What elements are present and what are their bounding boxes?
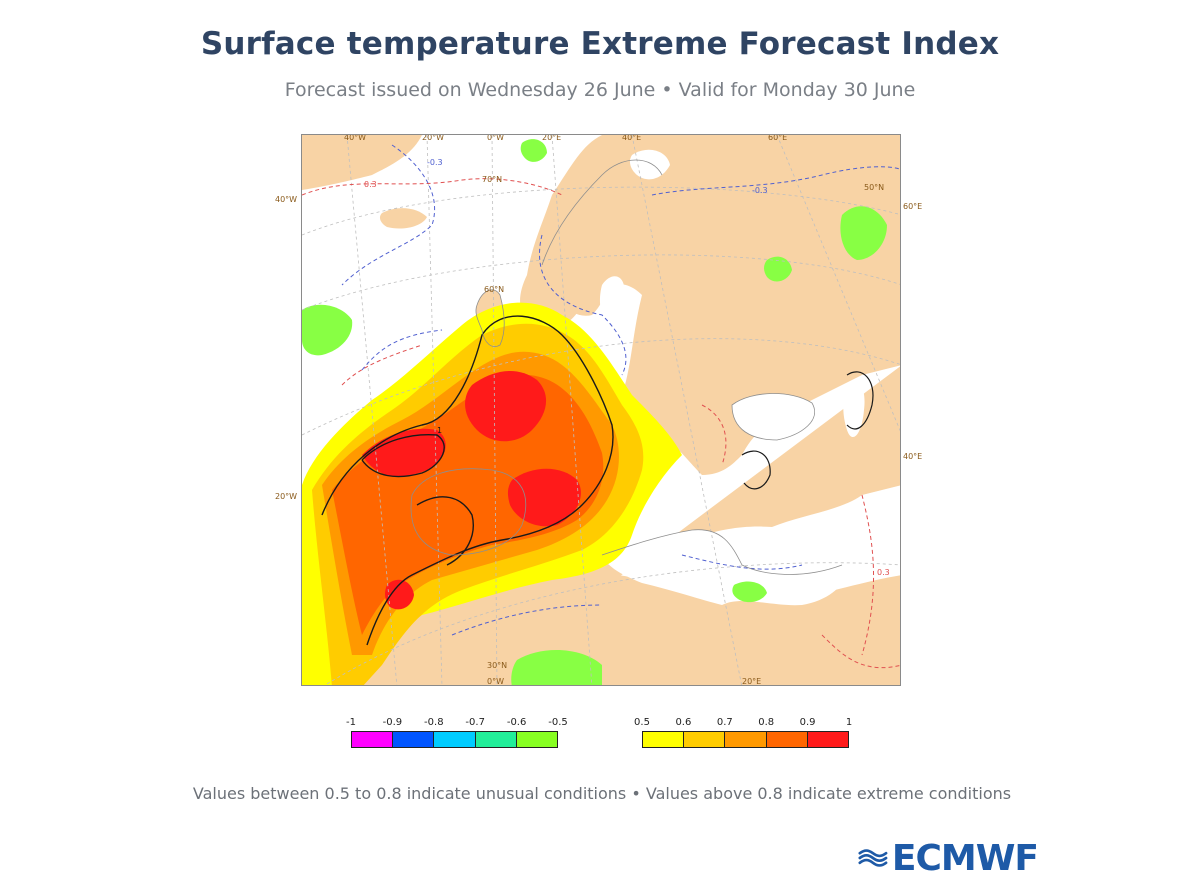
legend-swatch [516, 732, 558, 747]
legend-negative-bar [351, 731, 558, 748]
legend-swatch [352, 732, 394, 747]
graticule-label: 20°W [275, 492, 298, 501]
ecmwf-logo-text: ECMWF [891, 837, 1039, 879]
chart-title: Surface temperature Extreme Forecast Ind… [200, 26, 1000, 62]
legend-positive-ticks: 0.5 0.6 0.7 0.8 0.9 1 [634, 717, 853, 731]
legend-tick: 0.6 [675, 717, 692, 728]
graticule-label: 60°E [903, 202, 923, 211]
graticule-label: 60°E [768, 134, 788, 142]
efi-area-neg-atlantic [302, 304, 353, 356]
efi-area-0-9-italy [507, 468, 581, 527]
contour-label: 1 [437, 426, 442, 435]
legend-swatch [807, 732, 849, 747]
graticule-label: 40°E [622, 134, 642, 142]
efi-area-0-9-france [465, 370, 547, 442]
efi-area-neg-arctic [520, 139, 547, 162]
legend-tick: -0.6 [506, 717, 527, 728]
graticule-label: 30°N [487, 661, 508, 670]
legend-tick: 0.7 [716, 717, 733, 728]
legend-swatch [766, 732, 808, 747]
legend-swatch [643, 732, 685, 747]
coastlines [410, 159, 843, 575]
graticule-label: 50°N [864, 183, 885, 192]
graticule-label: 20°W [422, 134, 445, 142]
legend-swatch [393, 732, 435, 747]
legend-swatch [684, 732, 726, 747]
graticule-label: 70°N [482, 175, 503, 184]
land-iceland [379, 208, 427, 229]
land-scandinavia [542, 160, 662, 316]
land-greenland [302, 135, 422, 190]
contour-labels: 0.3 -0.3 -0.3 0.3 1 [364, 158, 890, 577]
legend-tick: -0.7 [465, 717, 485, 728]
efi-map-canvas: 0.3 -0.3 -0.3 0.3 1 [302, 135, 900, 685]
efi-area-0-9-atlantic [362, 428, 446, 477]
legend-swatch [434, 732, 476, 747]
efi-area-neg-libya [732, 581, 767, 603]
graticule-label: 20°E [542, 134, 562, 142]
legend-swatch [725, 732, 767, 747]
sea-caspian [843, 381, 865, 438]
graticule-label: 40°W [275, 195, 298, 204]
legend-negative: -1 -0.9 -0.8 -0.7 -0.6 -0.5 [346, 717, 568, 748]
contour-label: -0.3 [752, 186, 768, 195]
legend-tick: -0.9 [382, 717, 403, 728]
efi-area-0-9-africa [385, 579, 414, 610]
legend-swatch [475, 732, 517, 747]
legend-tick: -0.5 [548, 717, 568, 728]
legend-tick: 0.9 [799, 717, 816, 728]
graticule-label: 40°E [903, 452, 923, 461]
legend-negative-ticks: -1 -0.9 -0.8 -0.7 -0.6 -0.5 [346, 717, 568, 731]
sea-black [732, 393, 815, 440]
efi-area-neg-russia-small [764, 256, 792, 282]
legend-tick: -0.8 [424, 717, 444, 728]
contour-label: -0.3 [427, 158, 443, 167]
sea-baltic [599, 276, 625, 326]
efi-area-neg-russia [840, 206, 887, 260]
graticule-label: 0°W [487, 677, 504, 686]
interpretation-note: Values between 0.5 to 0.8 indicate unusu… [192, 784, 1012, 803]
legend-positive: 0.5 0.6 0.7 0.8 0.9 1 [634, 717, 853, 748]
legend-positive-bar [642, 731, 849, 748]
chart-subtitle: Forecast issued on Wednesday 26 June • V… [284, 79, 916, 101]
graticule-label: 0°W [487, 134, 504, 142]
contour-label: 0.3 [877, 568, 890, 577]
efi-area-neg-africa [511, 650, 602, 685]
graticule-label: 40°W [344, 134, 367, 142]
legend-tick: 1 [845, 717, 853, 728]
graticule-label: 20°E [742, 677, 762, 686]
contour-label: 0.3 [364, 180, 377, 189]
legend-tick: 0.5 [634, 717, 650, 728]
contour-lines [302, 144, 900, 669]
legend-tick: 0.8 [758, 717, 775, 728]
ecmwf-logo[interactable]: ECMWF [858, 836, 1039, 880]
graticule-label: 60°N [484, 285, 505, 294]
ecmwf-logo-icon [858, 849, 888, 867]
efi-map: 0.3 -0.3 -0.3 0.3 1 40°W 20°W 0°W 20°E 4… [301, 134, 901, 686]
legend-tick: -1 [346, 717, 356, 728]
